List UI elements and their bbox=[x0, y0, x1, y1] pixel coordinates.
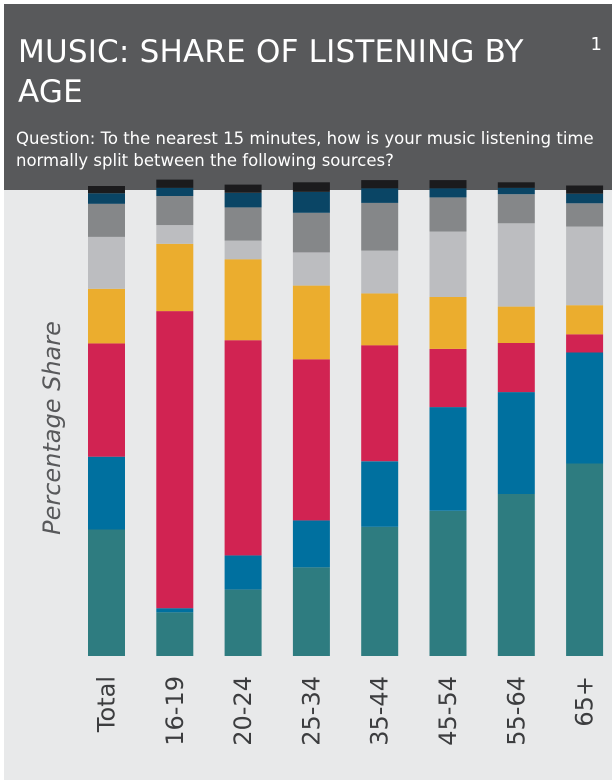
bar-segment-35-44-4 bbox=[361, 293, 399, 346]
bar-segment-25-34-7 bbox=[292, 191, 330, 213]
bar-segment-25-34-3 bbox=[292, 359, 330, 521]
bar-segment-55-64-3 bbox=[497, 343, 535, 393]
bar-segment-65+-7 bbox=[566, 193, 604, 204]
bar-segment-45-54-6 bbox=[429, 197, 467, 232]
bar-segment-Total-7 bbox=[88, 193, 125, 204]
bar-segment-35-44-1 bbox=[361, 526, 399, 656]
bar-segment-55-64-6 bbox=[497, 194, 535, 224]
bar-segment-16-19-2 bbox=[156, 608, 194, 613]
x-tick-label: 16-19 bbox=[161, 676, 189, 746]
bar-segment-65+-5 bbox=[566, 226, 604, 306]
bar-segment-20-24-6 bbox=[224, 207, 262, 241]
bar-segment-20-24-4 bbox=[224, 259, 262, 341]
bar-segment-35-44-6 bbox=[361, 202, 399, 251]
bar-segment-16-19-1 bbox=[156, 612, 194, 656]
x-tick-label: 45-54 bbox=[434, 676, 462, 746]
bar-segment-20-24-3 bbox=[224, 340, 262, 556]
header-banner: MUSIC: SHARE OF LISTENING BY AGE 1 Quest… bbox=[4, 4, 612, 190]
bar-segment-16-19-4 bbox=[156, 243, 194, 312]
chart-title: MUSIC: SHARE OF LISTENING BY AGE bbox=[18, 34, 524, 110]
bar-segment-Total-8 bbox=[88, 186, 125, 194]
bar-segment-55-64-2 bbox=[497, 392, 535, 494]
bar-segment-20-24-1 bbox=[224, 589, 262, 656]
bar-segment-25-34-5 bbox=[292, 252, 330, 286]
bar-segment-55-64-8 bbox=[497, 182, 535, 188]
bar-segment-20-24-7 bbox=[224, 192, 262, 208]
bar-segment-16-19-8 bbox=[156, 179, 194, 188]
bar-segment-55-64-7 bbox=[497, 187, 535, 195]
bar-segment-35-44-5 bbox=[361, 250, 399, 294]
bar-segment-65+-8 bbox=[566, 185, 604, 194]
bar-segment-25-34-2 bbox=[292, 520, 330, 568]
x-tick-labels: Total 16-19 20-24 25-34 35-44 45-54 55-64 65+ bbox=[93, 676, 599, 746]
bar-segment-45-54-1 bbox=[429, 510, 467, 656]
bar-segment-65+-2 bbox=[566, 352, 604, 464]
bar-segment-35-44-8 bbox=[361, 180, 399, 189]
bar-segment-20-24-2 bbox=[224, 555, 262, 590]
bar-segment-20-24-5 bbox=[224, 240, 262, 260]
page-number: 1 bbox=[590, 34, 602, 55]
bar-segment-65+-1 bbox=[566, 463, 604, 656]
bar-segment-Total-4 bbox=[88, 288, 125, 344]
bar-segment-45-54-4 bbox=[429, 297, 467, 349]
bar-segment-45-54-7 bbox=[429, 188, 467, 198]
bar-segment-Total-1 bbox=[88, 529, 125, 656]
bar-segment-Total-6 bbox=[88, 203, 125, 237]
bar-segment-25-34-4 bbox=[292, 285, 330, 360]
bar-segment-55-64-4 bbox=[497, 306, 535, 343]
bar-segment-16-19-6 bbox=[156, 196, 194, 226]
bar-segment-45-54-5 bbox=[429, 231, 467, 297]
bar-segment-35-44-7 bbox=[361, 188, 399, 203]
bar-segment-65+-6 bbox=[566, 203, 604, 227]
bar-segment-35-44-3 bbox=[361, 345, 399, 462]
bar-segment-25-34-1 bbox=[292, 567, 330, 656]
bar-segment-35-44-2 bbox=[361, 461, 399, 527]
bar-segment-55-64-1 bbox=[497, 494, 535, 656]
question-text: Question: To the nearest 15 minutes, how… bbox=[16, 129, 594, 170]
bar-segment-Total-5 bbox=[88, 236, 125, 289]
bar-segment-65+-4 bbox=[566, 305, 604, 335]
bar-segment-55-64-5 bbox=[497, 223, 535, 307]
bar-segment-Total-3 bbox=[88, 343, 125, 457]
bar-segment-45-54-2 bbox=[429, 407, 467, 511]
bars-group bbox=[88, 179, 604, 656]
x-tick-label: 55-64 bbox=[502, 676, 530, 746]
x-tick-label: 65+ bbox=[571, 676, 599, 727]
bar-segment-16-19-7 bbox=[156, 187, 194, 196]
bar-segment-25-34-8 bbox=[292, 182, 330, 192]
bar-segment-16-19-3 bbox=[156, 311, 194, 609]
bar-segment-65+-3 bbox=[566, 334, 604, 353]
bar-segment-20-24-8 bbox=[224, 184, 262, 193]
x-tick-label: 20-24 bbox=[229, 676, 257, 746]
bar-segment-Total-2 bbox=[88, 456, 125, 530]
x-tick-label: 35-44 bbox=[366, 676, 394, 746]
bar-segment-25-34-6 bbox=[292, 212, 330, 253]
x-tick-label: Total bbox=[93, 676, 121, 733]
bar-segment-45-54-8 bbox=[429, 180, 467, 189]
bar-segment-45-54-3 bbox=[429, 348, 467, 408]
x-tick-label: 25-34 bbox=[297, 676, 325, 746]
bar-segment-16-19-5 bbox=[156, 225, 194, 244]
